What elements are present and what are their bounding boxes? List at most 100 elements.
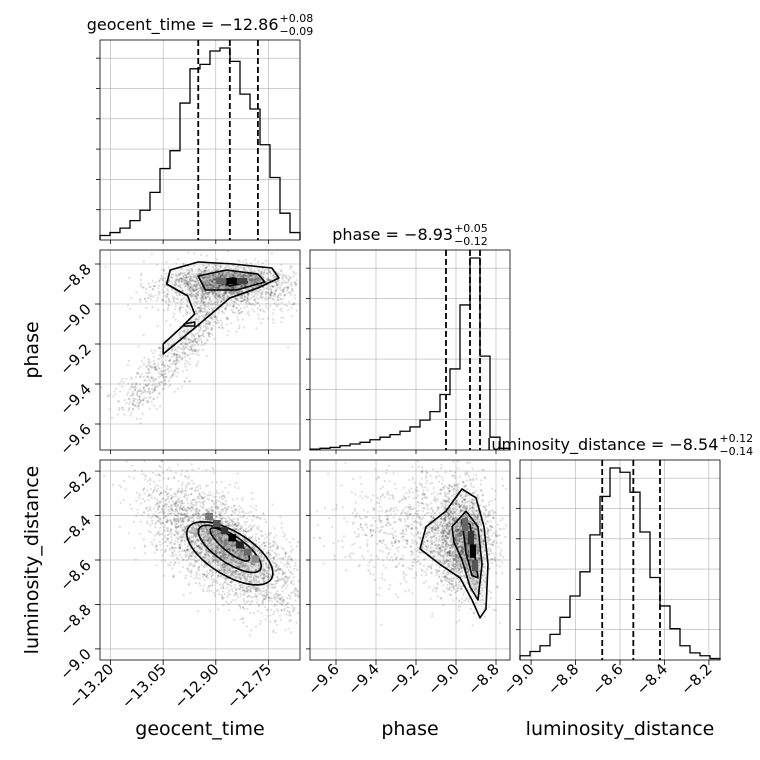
- scatter-point: [168, 379, 171, 382]
- scatter-point: [184, 342, 187, 345]
- scatter-point: [263, 590, 266, 593]
- scatter-point: [273, 527, 276, 530]
- scatter-point: [199, 284, 202, 287]
- scatter-point: [173, 390, 176, 393]
- scatter-point: [219, 274, 223, 277]
- scatter-point: [255, 516, 258, 519]
- scatter-point: [184, 543, 187, 546]
- scatter-point: [144, 396, 148, 399]
- scatter-point: [287, 279, 291, 282]
- scatter-point: [150, 376, 153, 379]
- scatter-point: [206, 323, 209, 326]
- scatter-point: [220, 324, 223, 327]
- scatter-point: [175, 495, 178, 498]
- scatter-point: [138, 297, 141, 301]
- scatter-point: [223, 308, 226, 311]
- scatter-point: [266, 609, 269, 612]
- scatter-point: [153, 360, 156, 363]
- scatter-point: [251, 519, 254, 522]
- scatter-point: [246, 297, 249, 300]
- scatter-point: [206, 510, 209, 513]
- scatter-point: [185, 336, 188, 339]
- scatter-point: [271, 285, 274, 288]
- scatter-point: [202, 276, 206, 279]
- scatter-point: [270, 297, 273, 300]
- scatter-point: [222, 294, 225, 298]
- scatter-point: [182, 549, 185, 552]
- scatter-point: [180, 298, 183, 301]
- scatter-point: [268, 531, 271, 535]
- scatter-point: [215, 589, 218, 593]
- scatter-point: [192, 284, 196, 287]
- scatter-point: [108, 408, 111, 411]
- scatter-point: [178, 301, 181, 304]
- scatter-point: [168, 370, 171, 373]
- scatter-point: [224, 266, 227, 269]
- scatter-point: [162, 574, 166, 578]
- scatter-point: [183, 380, 186, 383]
- scatter-point: [279, 286, 282, 289]
- scatter-point: [148, 482, 151, 485]
- scatter-point: [185, 281, 189, 284]
- scatter-point: [261, 590, 264, 593]
- scatter-point: [297, 595, 300, 598]
- scatter-point: [275, 554, 278, 557]
- scatter-point: [146, 297, 149, 300]
- scatter-point: [186, 304, 189, 307]
- scatter-point: [202, 298, 205, 301]
- scatter-point: [145, 287, 148, 291]
- scatter-point: [174, 362, 177, 365]
- scatter-point: [190, 516, 193, 519]
- scatter-point: [166, 287, 169, 291]
- scatter-point: [232, 304, 235, 307]
- scatter-point: [154, 503, 157, 507]
- scatter-point: [181, 370, 184, 373]
- scatter-point: [237, 487, 240, 490]
- scatter-point: [194, 310, 197, 313]
- scatter-point: [258, 304, 261, 307]
- scatter-point: [117, 399, 120, 402]
- scatter-point: [292, 275, 295, 278]
- scatter-point: [183, 282, 186, 285]
- scatter-point: [184, 339, 188, 342]
- scatter-point: [171, 551, 174, 554]
- scatter-point: [261, 275, 264, 278]
- scatter-point: [151, 306, 154, 309]
- scatter-point: [272, 294, 275, 298]
- scatter-point: [185, 312, 188, 315]
- scatter-point: [283, 303, 286, 306]
- scatter-point: [280, 301, 283, 304]
- scatter-point: [198, 577, 201, 580]
- scatter-point: [127, 359, 131, 363]
- scatter-point: [232, 286, 235, 289]
- scatter-point: [280, 526, 283, 530]
- scatter-point: [203, 315, 206, 318]
- scatter-point: [253, 285, 256, 288]
- scatter-point: [149, 377, 153, 380]
- scatter-point: [280, 273, 283, 276]
- scatter-point: [284, 629, 287, 632]
- scatter-point: [180, 358, 183, 361]
- scatter-point: [158, 354, 161, 357]
- scatter-point: [253, 289, 256, 293]
- scatter-point: [154, 521, 157, 524]
- scatter-point: [208, 510, 211, 513]
- scatter-point: [203, 295, 206, 298]
- scatter-point: [142, 398, 145, 402]
- scatter-point: [200, 304, 203, 307]
- scatter-point: [290, 265, 293, 268]
- scatter-point: [287, 281, 290, 284]
- scatter-point: [153, 362, 157, 365]
- scatter-point: [205, 254, 208, 257]
- scatter-point: [139, 298, 142, 301]
- scatter-point: [195, 363, 198, 366]
- scatter-point: [154, 526, 157, 529]
- scatter-point: [182, 347, 185, 350]
- scatter-point: [294, 599, 297, 602]
- scatter-point: [179, 285, 182, 288]
- scatter-point: [276, 610, 280, 613]
- scatter-point: [246, 312, 249, 315]
- scatter-point: [237, 309, 240, 313]
- scatter-point: [225, 503, 228, 506]
- scatter-point: [197, 467, 200, 470]
